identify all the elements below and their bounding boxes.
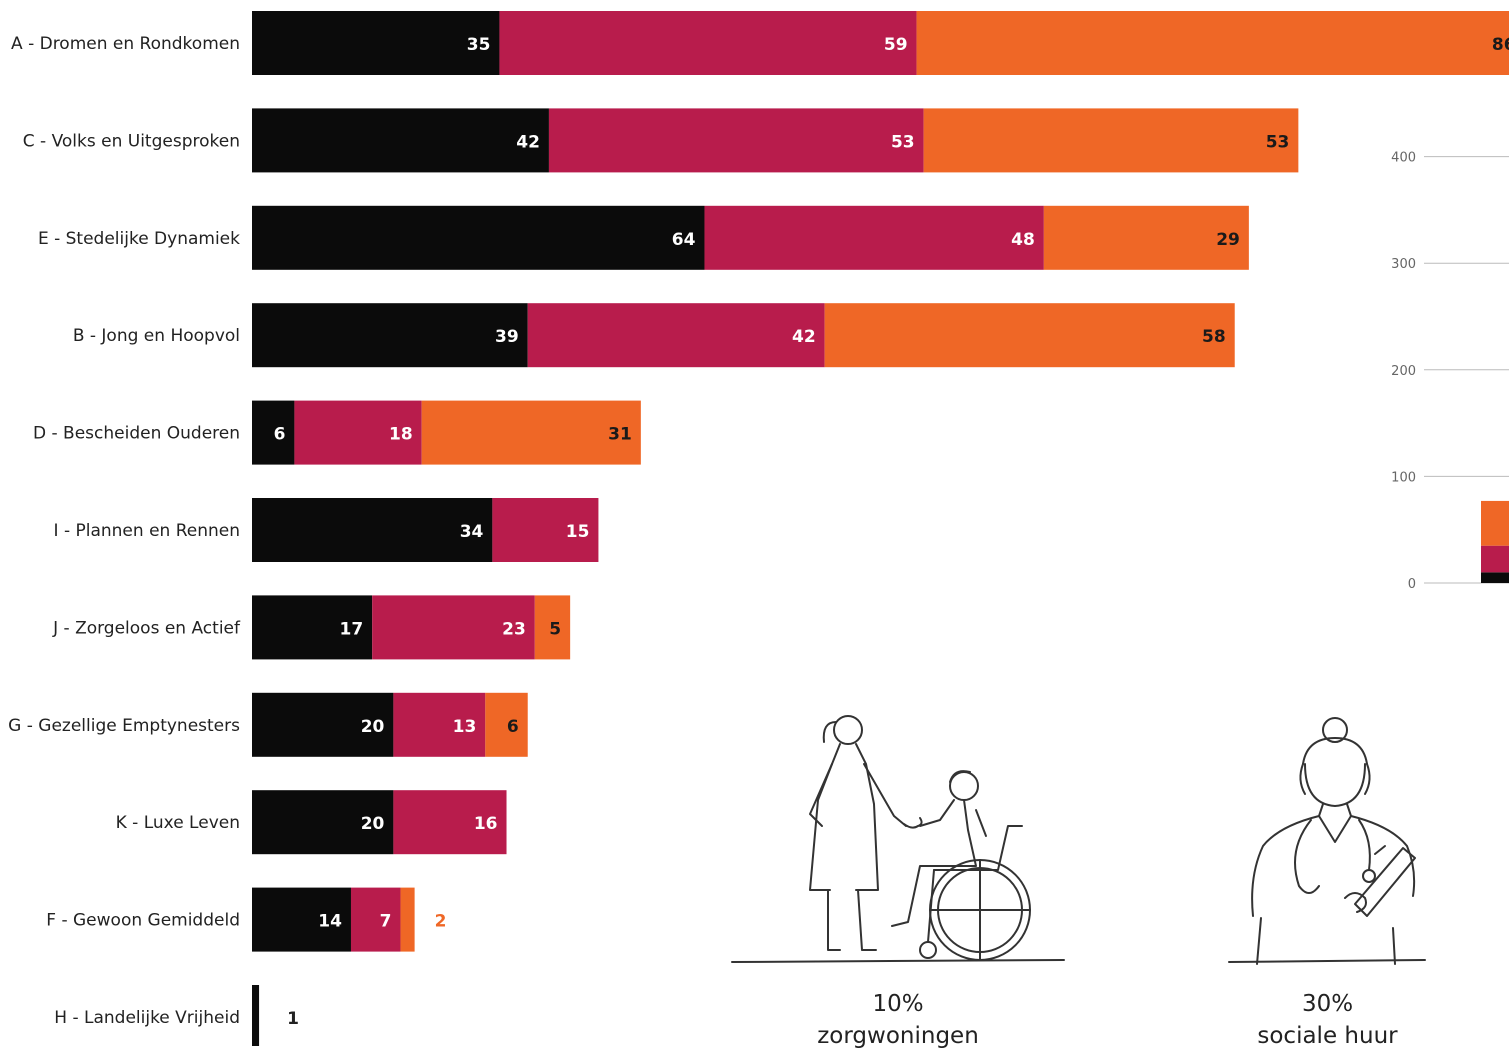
category-label: B - Jong en Hoopvol	[73, 326, 240, 346]
data-label: 53	[1266, 132, 1290, 152]
category-label: C - Volks en Uitgesproken	[23, 131, 240, 151]
y-tick-label: 0	[1408, 577, 1416, 592]
category-label: H - Landelijke Vrijheid	[54, 1008, 240, 1028]
data-label: 35	[467, 35, 491, 55]
bar-segment	[923, 108, 1299, 173]
data-label: 17	[340, 619, 364, 639]
data-label: 64	[672, 230, 696, 250]
bar-segment	[252, 498, 493, 562]
category-label: K - Luxe Leven	[116, 813, 240, 833]
bar-segment	[252, 303, 528, 368]
nurse-with-clipboard-illustration	[1228, 717, 1426, 965]
data-label: 6	[507, 717, 519, 737]
data-label: 59	[884, 35, 908, 55]
bar-segment	[252, 692, 394, 757]
bar-segment	[485, 692, 528, 757]
column-segment	[1481, 545, 1509, 573]
data-label: 5	[549, 619, 561, 639]
y-tick-label: 200	[1391, 364, 1416, 379]
caption-percent: 30%	[1301, 991, 1354, 1017]
y-tick-label: 400	[1391, 151, 1416, 166]
caption-sociale-huur: 30% sociale huur	[1225, 988, 1430, 1052]
bar-segment	[372, 595, 535, 660]
data-label: 42	[516, 132, 540, 152]
bar-segment	[1043, 205, 1249, 270]
data-label: 7	[380, 912, 392, 932]
bar-segment	[252, 595, 373, 660]
data-label: 2	[435, 912, 447, 932]
data-label: 86	[1492, 35, 1509, 55]
data-label: 23	[502, 619, 526, 639]
bar-segment	[252, 11, 500, 75]
caption-zorgwoningen: 10% zorgwoningen	[728, 988, 1068, 1052]
bar-segment	[294, 400, 422, 465]
y-tick-label: 100	[1391, 470, 1416, 485]
bar-segment	[499, 11, 917, 75]
category-label: I - Plannen en Rennen	[54, 521, 240, 541]
bar-segment	[492, 498, 599, 562]
column-segment	[1481, 500, 1509, 546]
data-label: 18	[389, 425, 413, 445]
bar-segment	[534, 595, 571, 660]
bar-segment	[421, 400, 641, 465]
bar-segment	[704, 205, 1044, 270]
bar-segment	[350, 887, 401, 952]
data-label: 42	[792, 327, 816, 347]
category-label: D - Bescheiden Ouderen	[33, 424, 240, 444]
data-label: 31	[608, 425, 632, 445]
data-label: 29	[1216, 230, 1240, 250]
bar-segment	[252, 400, 295, 465]
bar-segment	[393, 790, 507, 855]
data-label: 13	[453, 717, 477, 737]
y-tick-label: 300	[1391, 257, 1416, 272]
data-label: 14	[318, 912, 342, 932]
category-label: J - Zorgeloos en Actief	[52, 618, 241, 638]
data-label: 20	[361, 717, 385, 737]
column-segment	[1481, 572, 1509, 583]
bar-segment	[916, 11, 1509, 75]
bar-segment	[400, 887, 415, 952]
category-label: F - Gewoon Gemiddeld	[46, 911, 240, 931]
data-label: 34	[460, 522, 484, 542]
bar-segment	[252, 790, 394, 855]
bar-segment	[252, 108, 549, 173]
bar-segment	[252, 887, 351, 952]
bar-segment	[548, 108, 924, 173]
data-label: 48	[1011, 230, 1035, 250]
caption-percent: 10%	[872, 991, 924, 1017]
bar-segment	[252, 985, 260, 1046]
caption-label: sociale huur	[1257, 1023, 1398, 1049]
data-label: 53	[891, 132, 915, 152]
data-label: 20	[361, 814, 385, 834]
category-label: G - Gezellige Emptynesters	[8, 716, 240, 736]
data-label: 6	[274, 425, 286, 445]
category-label: A - Dromen en Rondkomen	[11, 34, 240, 54]
data-label: 15	[566, 522, 590, 542]
bar-segment	[252, 205, 705, 270]
category-label: E - Stedelijke Dynamiek	[38, 229, 240, 249]
bar-segment	[527, 303, 825, 368]
caption-label: zorgwoningen	[817, 1023, 979, 1049]
data-label: 58	[1202, 327, 1226, 347]
data-label: 16	[474, 814, 498, 834]
bar-segment	[393, 692, 486, 757]
bar-segment	[824, 303, 1235, 368]
data-label: 1	[287, 1009, 299, 1029]
care-handshake-wheelchair-illustration	[731, 715, 1065, 963]
data-label: 39	[495, 327, 519, 347]
